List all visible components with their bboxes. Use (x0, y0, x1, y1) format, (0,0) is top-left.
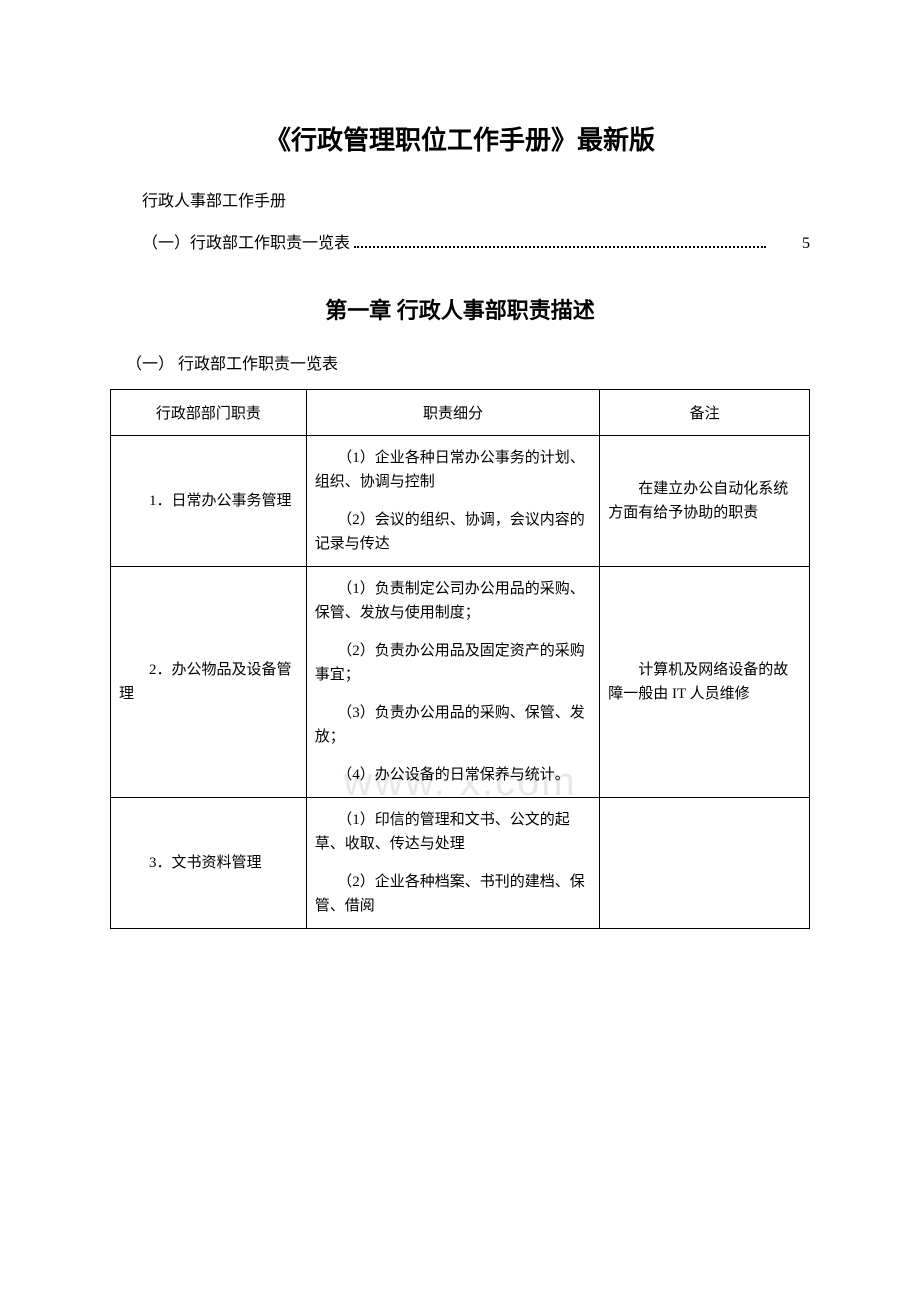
table-row: 1．日常办公事务管理 （1）企业各种日常办公事务的计划、组织、协调与控制 （2）… (111, 436, 810, 567)
header-duty: 行政部部门职责 (111, 390, 307, 436)
section-label: （一） 行政部工作职责一览表 (110, 350, 810, 374)
table-row: 2．办公物品及设备管理 （1）负责制定公司办公用品的采购、保管、发放与使用制度；… (111, 567, 810, 798)
cell-details: （1）企业各种日常办公事务的计划、组织、协调与控制 （2）会议的组织、协调，会议… (306, 436, 600, 567)
cell-details: （1）负责制定公司办公用品的采购、保管、发放与使用制度； （2）负责办公用品及固… (306, 567, 600, 798)
note-text: 在建立办公自动化系统方面有给予协助的职责 (608, 477, 801, 525)
duty-text: 2．办公物品及设备管理 (119, 658, 298, 706)
duty-text: 3．文书资料管理 (119, 851, 298, 875)
cell-note (600, 798, 810, 929)
header-details: 职责细分 (306, 390, 600, 436)
detail-item: （1）印信的管理和文书、公文的起草、收取、传达与处理 (315, 808, 592, 856)
table-header-row: 行政部部门职责 职责细分 备注 (111, 390, 810, 436)
chapter-title: 第一章 行政人事部职责描述 (110, 293, 810, 325)
cell-duty: 1．日常办公事务管理 (111, 436, 307, 567)
toc-text: （一）行政部工作职责一览表 (110, 229, 350, 253)
subtitle: 行政人事部工作手册 (110, 187, 810, 211)
table-row: 3．文书资料管理 （1）印信的管理和文书、公文的起草、收取、传达与处理 （2）企… (111, 798, 810, 929)
detail-item: （3）负责办公用品的采购、保管、发放； (315, 701, 592, 749)
cell-note: 计算机及网络设备的故障一般由 IT 人员维修 (600, 567, 810, 798)
header-note: 备注 (600, 390, 810, 436)
cell-note: 在建立办公自动化系统方面有给予协助的职责 (600, 436, 810, 567)
toc-page: 5 (770, 235, 810, 253)
detail-item: （4）办公设备的日常保养与统计。 (315, 763, 592, 787)
detail-item: （1）负责制定公司办公用品的采购、保管、发放与使用制度； (315, 577, 592, 625)
main-title: 《行政管理职位工作手册》最新版 (110, 120, 810, 157)
detail-item: （2）负责办公用品及固定资产的采购事宜； (315, 639, 592, 687)
duty-text: 1．日常办公事务管理 (119, 489, 298, 513)
cell-duty: 3．文书资料管理 (111, 798, 307, 929)
detail-item: （2）企业各种档案、书刊的建档、保管、借阅 (315, 870, 592, 918)
note-text: 计算机及网络设备的故障一般由 IT 人员维修 (608, 658, 801, 706)
duties-table: 行政部部门职责 职责细分 备注 1．日常办公事务管理 （1）企业各种日常办公事务… (110, 389, 810, 929)
detail-item: （2）会议的组织、协调，会议内容的记录与传达 (315, 508, 592, 556)
toc-line: （一）行政部工作职责一览表 5 (110, 229, 810, 253)
toc-dots (354, 246, 766, 248)
cell-details: （1）印信的管理和文书、公文的起草、收取、传达与处理 （2）企业各种档案、书刊的… (306, 798, 600, 929)
cell-duty: 2．办公物品及设备管理 (111, 567, 307, 798)
detail-item: （1）企业各种日常办公事务的计划、组织、协调与控制 (315, 446, 592, 494)
